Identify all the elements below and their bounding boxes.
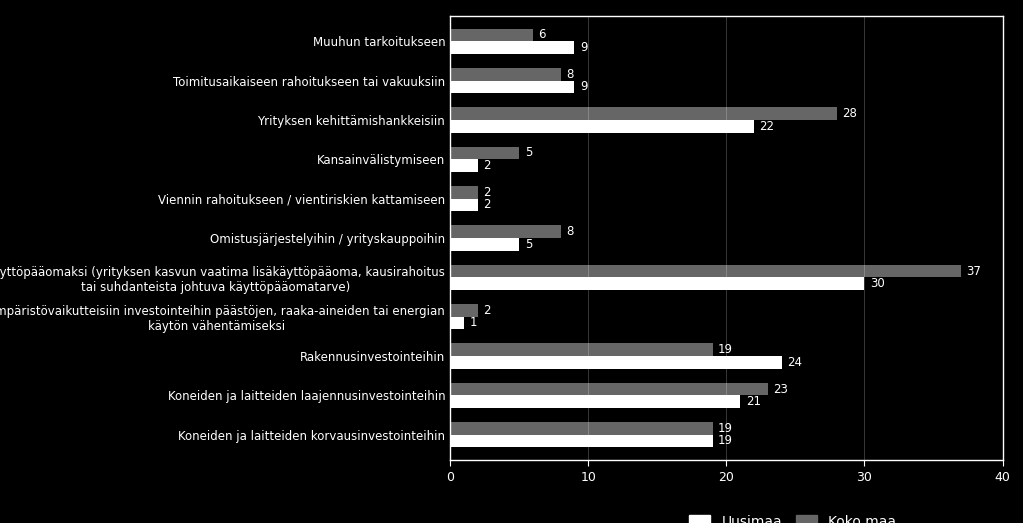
Text: 9: 9 (580, 41, 587, 54)
Text: 2: 2 (483, 159, 491, 172)
Text: 22: 22 (759, 120, 774, 133)
Bar (450, 107, 837, 120)
Text: 23: 23 (773, 382, 788, 395)
Text: 28: 28 (842, 107, 857, 120)
Bar (450, 356, 782, 369)
Bar (450, 160, 478, 172)
Bar (450, 41, 575, 54)
Text: 1: 1 (470, 316, 477, 329)
Text: 19: 19 (718, 435, 733, 448)
Bar (450, 277, 864, 290)
Text: 5: 5 (525, 146, 532, 160)
Bar (450, 68, 561, 81)
Bar (450, 344, 712, 356)
Text: 5: 5 (525, 238, 532, 251)
Text: 6: 6 (538, 28, 546, 41)
Bar (450, 238, 520, 251)
Text: 2: 2 (483, 186, 491, 199)
Bar (450, 304, 478, 316)
Text: 8: 8 (566, 68, 574, 81)
Text: 9: 9 (580, 81, 587, 94)
Text: 2: 2 (483, 198, 491, 211)
Bar (450, 422, 712, 435)
Bar (450, 225, 561, 238)
Text: 2: 2 (483, 304, 491, 317)
Bar (450, 81, 575, 93)
Bar (450, 316, 464, 329)
Text: 37: 37 (967, 265, 981, 278)
Bar (450, 395, 740, 408)
Text: 24: 24 (787, 356, 802, 369)
Bar (450, 29, 533, 41)
Text: 8: 8 (566, 225, 574, 238)
Text: 19: 19 (718, 343, 733, 356)
Bar (450, 199, 478, 211)
Text: 19: 19 (718, 422, 733, 435)
Legend: Uusimaa, Koko maa: Uusimaa, Koko maa (690, 515, 896, 523)
Bar (450, 383, 767, 395)
Bar (450, 186, 478, 199)
Text: 30: 30 (870, 277, 885, 290)
Bar (450, 265, 962, 277)
Bar (450, 146, 520, 160)
Bar (450, 435, 712, 447)
Bar (450, 120, 754, 132)
Text: 21: 21 (746, 395, 761, 408)
